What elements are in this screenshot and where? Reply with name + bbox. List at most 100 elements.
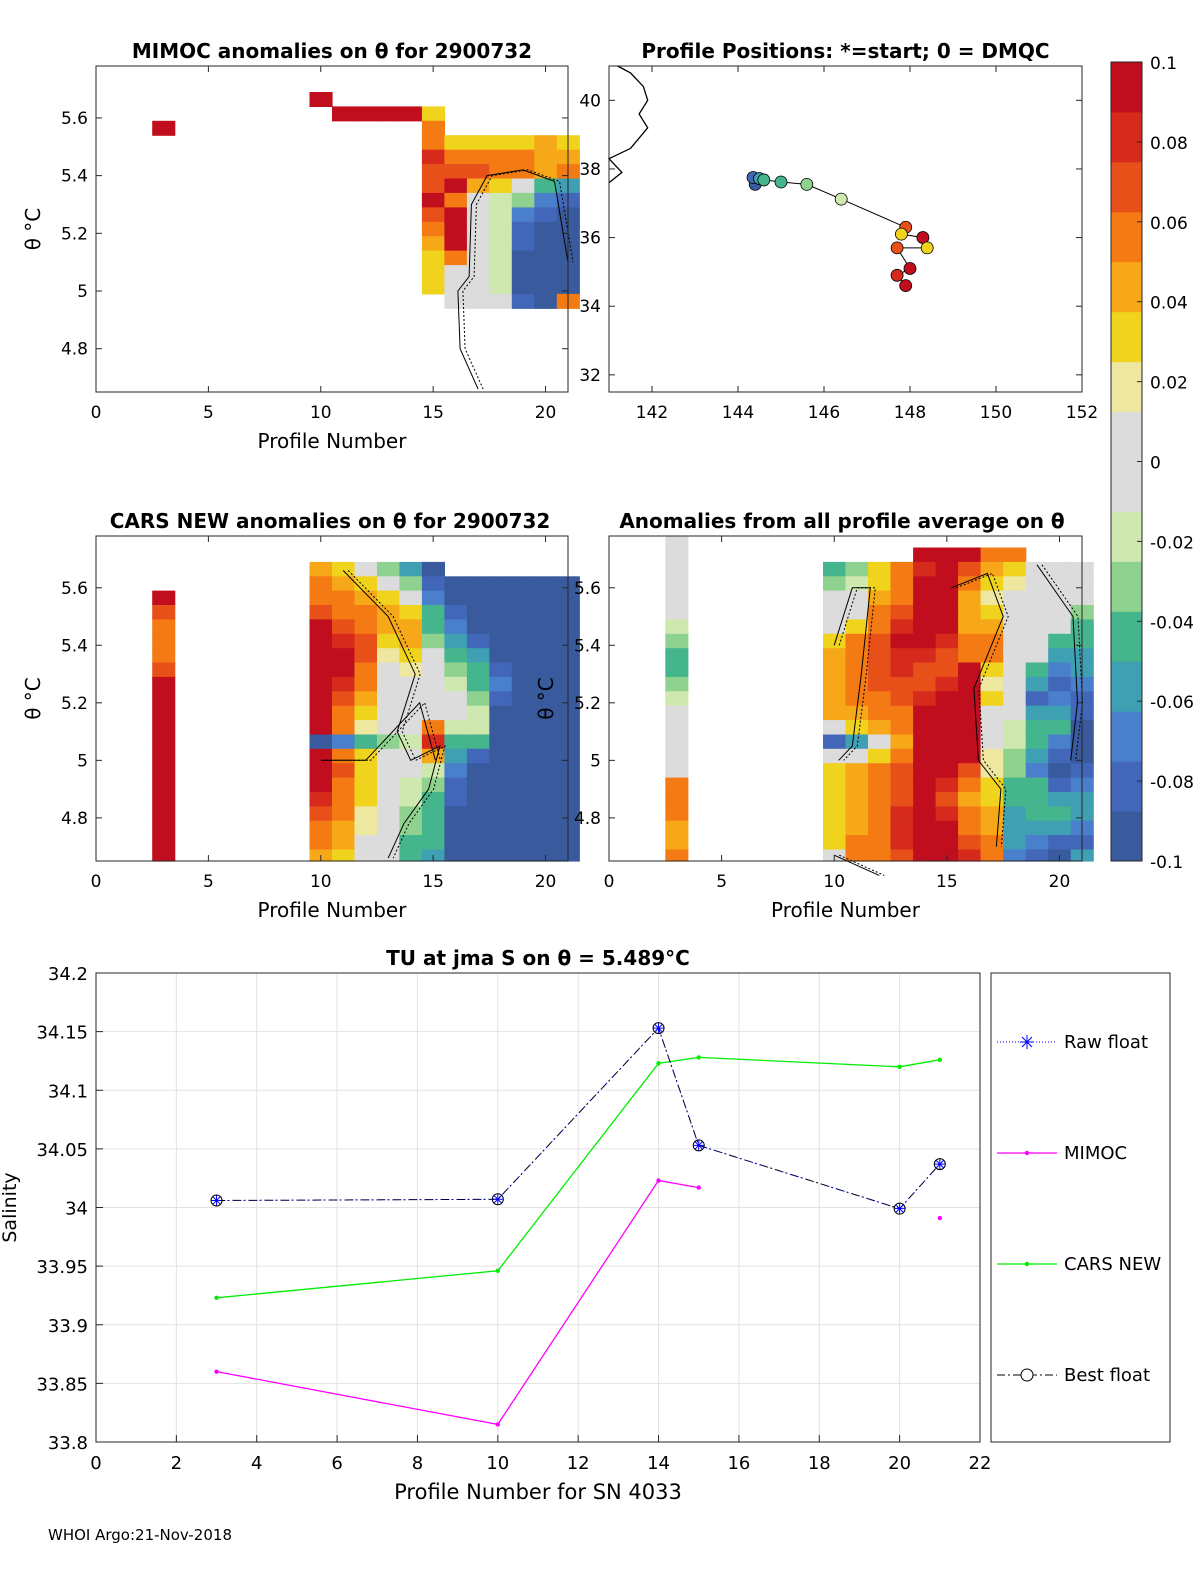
series-point-cars-new: [656, 1061, 661, 1066]
heatmap-cell: [935, 748, 959, 764]
heatmap-cell: [845, 648, 869, 664]
heatmap-cell: [421, 561, 445, 577]
series-point-cars-new: [897, 1064, 902, 1070]
heatmap-cell: [1025, 619, 1049, 635]
heatmap-cell: [534, 265, 558, 281]
heatmap-cell: [958, 748, 982, 764]
heatmap-cell: [399, 835, 423, 851]
heatmap-cell: [444, 835, 468, 851]
heatmap-cell: [868, 748, 892, 764]
heatmap-cell: [935, 691, 959, 707]
series-point-raw-float: [492, 1194, 503, 1205]
heatmap-cell: [980, 806, 1004, 822]
heatmap-cell: [466, 748, 490, 764]
heatmap-cell: [935, 676, 959, 692]
x-tick-label: 0: [91, 872, 102, 892]
heatmap-cell: [890, 849, 914, 862]
heatmap-cell: [466, 763, 490, 779]
heatmap-cell: [489, 265, 513, 281]
heatmap-cell: [1025, 676, 1049, 692]
heatmap-cell: [845, 820, 869, 836]
heatmap-cell: [489, 720, 513, 736]
heatmap-cell: [935, 835, 959, 851]
heatmap-cell: [980, 777, 1004, 793]
heatmap-cell: [421, 279, 445, 295]
heatmap-cell: [958, 734, 982, 750]
heatmap-cell: [823, 720, 847, 736]
heatmap-cell: [1048, 605, 1072, 620]
legend-entry: Best float: [997, 1365, 1150, 1386]
heatmap-cell: [332, 835, 356, 851]
heatmap-cell: [421, 135, 445, 151]
heatmap-cell: [913, 605, 937, 620]
x-tick-label: 146: [808, 403, 840, 423]
heatmap-cell: [511, 236, 535, 252]
heatmap-cell: [309, 605, 333, 620]
heatmap-cell: [958, 705, 982, 721]
heatmap-cell: [399, 849, 423, 862]
heatmap-cell: [845, 705, 869, 721]
heatmap-cell: [332, 720, 356, 736]
y-tick-label: 33.95: [36, 1257, 88, 1278]
heatmap-cell: [823, 792, 847, 807]
heatmap-cell: [377, 662, 401, 678]
colorbar-segment: [1111, 261, 1142, 313]
x-tick-label: 5: [716, 872, 727, 892]
colorbar-segment: [1111, 611, 1142, 662]
heatmap-cell: [444, 605, 468, 620]
y-tick-label: 34.05: [36, 1140, 88, 1161]
heatmap-cell: [1003, 676, 1027, 692]
heatmap-cell: [665, 763, 689, 779]
heatmap-cell: [511, 720, 535, 736]
heatmap-cell: [421, 590, 445, 606]
heatmap-cell: [534, 835, 558, 851]
heatmap-cell: [980, 633, 1004, 649]
heatmap-cell: [421, 221, 445, 237]
heatmap-cell: [665, 820, 689, 836]
heatmap-cell: [399, 605, 423, 620]
heatmap-cell: [845, 835, 869, 851]
heatmap-cell: [421, 676, 445, 692]
heatmap-cell: [890, 619, 914, 635]
heatmap-cell: [466, 691, 490, 707]
heatmap-cell: [958, 763, 982, 779]
colorbar-segment: [1111, 361, 1142, 412]
heatmap-cell: [1003, 734, 1027, 750]
heatmap-cell: [332, 619, 356, 635]
heatmap-cell: [868, 633, 892, 649]
heatmap-cell: [534, 135, 558, 151]
heatmap-cell: [913, 820, 937, 836]
heatmap-cell: [399, 561, 423, 577]
heatmap-cell: [1048, 633, 1072, 649]
heatmap-cell: [665, 777, 689, 793]
heatmap-cell: [377, 561, 401, 577]
series-line-raw-float: [216, 1027, 941, 1210]
heatmap-cell: [665, 536, 689, 549]
x-tick-label: 150: [980, 403, 1012, 423]
heatmap-cell: [511, 648, 535, 664]
heatmap-cell: [1048, 748, 1072, 764]
contour-line: [951, 572, 1004, 847]
colorbar-tick-label: 0.1: [1150, 54, 1177, 74]
legend-entry: Raw float: [997, 1032, 1148, 1053]
y-tick-label: 5.4: [61, 636, 88, 656]
heatmap-cell: [913, 849, 937, 862]
heatmap-cell: [534, 792, 558, 807]
heatmap-cell: [511, 265, 535, 281]
heatmap-cell: [444, 590, 468, 606]
heatmap-cell: [421, 164, 445, 180]
x-tick-label: 6: [331, 1453, 342, 1474]
x-tick-label: 20: [1049, 872, 1071, 892]
heatmap-cell: [377, 734, 401, 750]
heatmap-cell: [534, 192, 558, 208]
heatmap-cell: [152, 619, 176, 635]
heatmap-cell: [935, 763, 959, 779]
heatmap-cell: [152, 662, 176, 678]
heatmap-cell: [534, 619, 558, 635]
heatmap-cell: [890, 662, 914, 678]
colorbar-segment: [1111, 161, 1142, 213]
heatmap-cell: [466, 777, 490, 793]
y-tick-label: 5.6: [61, 109, 88, 129]
heatmap-cell: [399, 691, 423, 707]
contour-line: [833, 587, 871, 761]
